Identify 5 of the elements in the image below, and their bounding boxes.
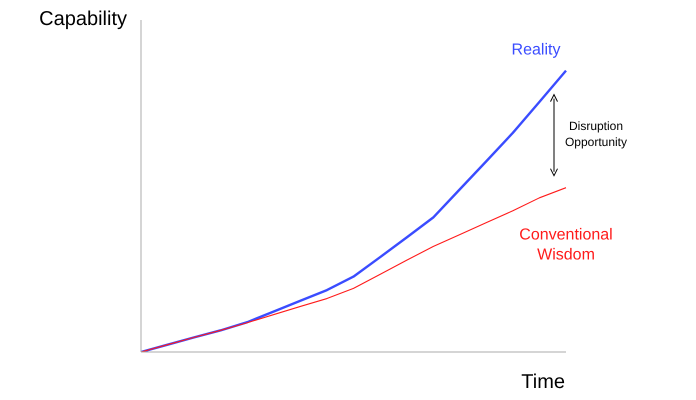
annotation: Disruption Opportunity	[564, 119, 628, 150]
series-label: Reality	[512, 42, 560, 59]
y-axis-title: Capability	[39, 8, 127, 30]
series-label: Conventional Wisdom	[519, 226, 613, 264]
x-axis-title: Time	[521, 371, 565, 393]
